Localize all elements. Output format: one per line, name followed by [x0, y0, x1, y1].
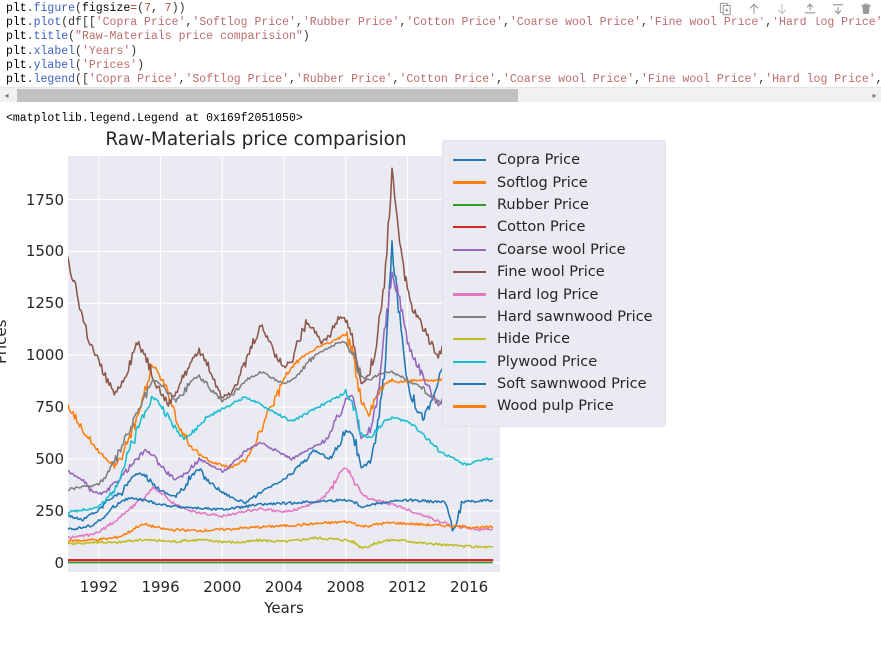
- legend-color-swatch: [453, 248, 486, 251]
- legend-label: Hide Price: [497, 331, 571, 348]
- legend-color-swatch: [453, 338, 486, 341]
- y-tick-label: 1250: [25, 294, 64, 313]
- series-line: [68, 536, 494, 549]
- series-line: [68, 331, 494, 469]
- legend-entry: Fine wool Price: [453, 261, 653, 283]
- code-line-2: plt.plot(df[['Copra Price','Softlog Pric…: [6, 16, 881, 30]
- scrollbar-track[interactable]: [13, 88, 868, 103]
- x-tick-label: 2016: [450, 578, 489, 596]
- code-line-3: plt.title("Raw-Materials price comparisi…: [6, 30, 310, 44]
- scroll-left-arrow-icon[interactable]: ◂: [4, 90, 9, 100]
- legend-color-swatch: [453, 203, 486, 207]
- legend-entry: Plywood Price: [453, 351, 653, 373]
- legend-label: Soft sawnwood Price: [497, 376, 647, 393]
- legend-color-swatch: [453, 405, 486, 408]
- legend-label: Coarse wool Price: [497, 241, 626, 258]
- code-line-5: plt.ylabel('Prices'): [6, 58, 145, 72]
- legend-entry: Coarse wool Price: [453, 239, 653, 261]
- scroll-right-arrow-icon[interactable]: ▸: [872, 90, 877, 100]
- legend-color-swatch: [453, 293, 486, 296]
- legend-entry: Wood pulp Price: [453, 395, 653, 417]
- legend-entry: Softlog Price: [453, 171, 653, 193]
- move-cell-up-icon[interactable]: [747, 2, 761, 16]
- legend-entry: Cotton Price: [453, 216, 653, 238]
- legend-label: Plywood Price: [497, 353, 598, 370]
- x-axis-label: Years: [264, 599, 304, 617]
- cell-output-repr: <matplotlib.legend.Legend at 0x169f20510…: [6, 112, 303, 125]
- x-tick-label: 2008: [326, 578, 365, 596]
- y-tick-label: 0: [54, 553, 64, 572]
- matplotlib-figure: Raw-Materials price comparision 0 250 500 7…: [0, 129, 666, 629]
- series-line: [68, 167, 494, 407]
- x-tick-label: 2000: [203, 578, 242, 596]
- legend-entry: Copra Price: [453, 149, 653, 171]
- legend-color-swatch: [453, 360, 486, 363]
- legend-entry: Soft sawnwood Price: [453, 373, 653, 395]
- legend-color-swatch: [453, 383, 486, 386]
- legend-color-swatch: [453, 159, 486, 162]
- duplicate-cell-icon[interactable]: [719, 2, 733, 16]
- legend-label: Softlog Price: [497, 174, 588, 191]
- legend-entry: Hard log Price: [453, 283, 653, 305]
- y-tick-label: 1000: [25, 346, 64, 365]
- series-line: [68, 520, 494, 543]
- legend-entry: Hide Price: [453, 328, 653, 350]
- legend-color-swatch: [453, 226, 486, 229]
- y-axis-label: Prices: [0, 319, 10, 364]
- x-axis-ticks: 1992 1996 2000 2004 2008 2012 2016: [68, 578, 500, 600]
- series-line: [68, 340, 494, 492]
- code-line-4: plt.xlabel('Years'): [6, 44, 138, 58]
- chart-title: Raw-Materials price comparision: [105, 129, 407, 150]
- y-tick-label: 250: [35, 501, 64, 520]
- x-tick-label: 1992: [79, 578, 118, 596]
- x-tick-label: 2012: [388, 578, 427, 596]
- chart-legend: Copra Price Softlog Price Rubber Price Cott…: [442, 140, 666, 427]
- insert-cell-above-icon[interactable]: [803, 2, 817, 16]
- y-tick-label: 750: [35, 398, 64, 417]
- series-line: [68, 240, 494, 522]
- move-cell-down-icon[interactable]: [775, 2, 789, 16]
- legend-color-swatch: [453, 181, 486, 184]
- legend-label: Copra Price: [497, 152, 581, 169]
- plot-axes: [68, 156, 500, 572]
- horizontal-scrollbar[interactable]: ◂ ▸: [0, 87, 881, 102]
- y-axis-ticks: 0 250 500 750 1000 1250 1500 1750: [6, 156, 64, 572]
- x-tick-label: 2004: [264, 578, 304, 596]
- legend-entry: Hard sawnwood Price: [453, 306, 653, 328]
- legend-label: Hard sawnwood Price: [497, 308, 653, 325]
- y-tick-label: 1750: [25, 190, 64, 209]
- delete-cell-icon[interactable]: [859, 2, 873, 16]
- series-line: [68, 388, 494, 515]
- series-line: [68, 496, 494, 532]
- insert-cell-below-icon[interactable]: [831, 2, 845, 16]
- series-line: [68, 271, 494, 496]
- legend-label: Fine wool Price: [497, 264, 605, 281]
- y-tick-label: 500: [35, 449, 64, 468]
- y-tick-label: 1500: [25, 242, 64, 261]
- legend-color-swatch: [453, 315, 486, 319]
- legend-label: Wood pulp Price: [497, 398, 614, 415]
- code-editor[interactable]: plt.figure(figsize=(7, 7)) plt.plot(df[['…: [0, 2, 881, 87]
- scrollbar-thumb[interactable]: [17, 88, 518, 102]
- legend-label: Rubber Price: [497, 196, 589, 213]
- notebook-code-cell[interactable]: plt.figure(figsize=(7, 7)) plt.plot(df[['…: [0, 0, 881, 102]
- legend-entry: Rubber Price: [453, 194, 653, 216]
- code-line-1: plt.figure(figsize=(7, 7)): [6, 2, 186, 15]
- legend-color-swatch: [453, 271, 486, 274]
- legend-label: Hard log Price: [497, 286, 599, 303]
- code-line-6: plt.legend(['Copra Price','Softlog Price…: [6, 72, 881, 86]
- plot-canvas: [68, 156, 500, 572]
- legend-label: Cotton Price: [497, 219, 586, 236]
- x-tick-label: 1996: [141, 578, 180, 596]
- cell-toolbar: [717, 1, 875, 17]
